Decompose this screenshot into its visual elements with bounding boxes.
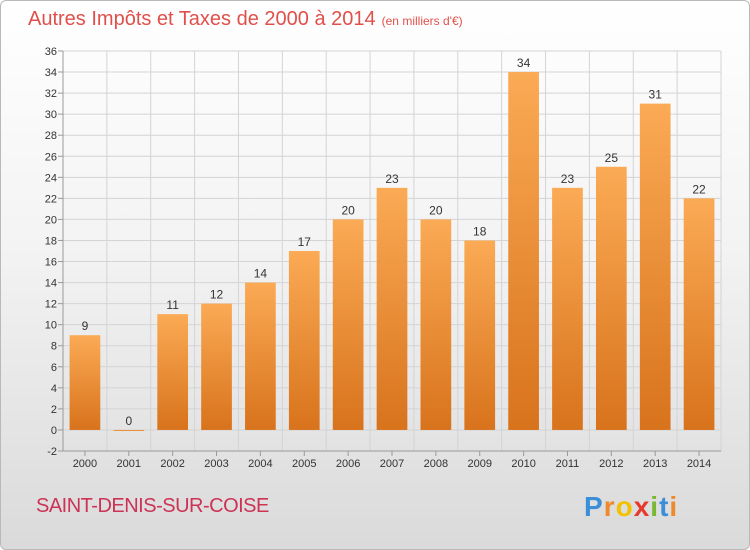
y-tick-label: 28	[45, 130, 57, 142]
bar	[157, 314, 189, 430]
title-row: Autres Impôts et Taxes de 2000 à 2014 (en…	[28, 8, 463, 31]
y-tick-label: 8	[51, 341, 57, 353]
x-tick-label: 2004	[248, 458, 272, 470]
data-label: 14	[254, 267, 268, 281]
y-tick-label: 12	[45, 299, 57, 311]
commune-name: SAINT-DENIS-SUR-COISE	[36, 495, 269, 517]
y-tick-label: 26	[45, 151, 57, 163]
data-label: 9	[82, 319, 89, 333]
x-tick-label: 2011	[556, 458, 580, 470]
y-tick-label: 0	[51, 425, 57, 437]
y-tick-label: 2	[51, 404, 57, 416]
logo-letter: r	[603, 491, 616, 522]
bar	[288, 251, 320, 430]
data-label: 20	[429, 203, 443, 217]
y-tick-label: 6	[51, 362, 57, 374]
data-label: 23	[561, 172, 575, 186]
data-label: 17	[298, 235, 312, 249]
logo-letter: i	[650, 491, 660, 522]
bar	[113, 429, 145, 431]
y-tick-label: 4	[51, 383, 57, 395]
bar	[69, 335, 101, 430]
x-tick-label: 2012	[599, 458, 623, 470]
data-label: 12	[210, 288, 224, 302]
x-tick-label: 2008	[424, 458, 448, 470]
data-label: 34	[517, 56, 531, 70]
data-label: 11	[166, 298, 179, 312]
bar	[595, 166, 627, 430]
bar	[508, 72, 539, 430]
y-tick-label: 34	[45, 67, 57, 79]
data-label: 0	[125, 414, 132, 428]
y-tick-label: 14	[45, 278, 57, 290]
bars: 9 0 11 12 14 17 20 23 20 18 34 23 25 31 22	[69, 56, 715, 431]
logo-letter: x	[633, 491, 651, 522]
proxiti-logo: Proxiti	[584, 491, 678, 523]
logo-letter: t	[659, 491, 670, 522]
bar	[552, 187, 583, 430]
y-tick-label: 18	[45, 235, 57, 247]
y-tick-label: 30	[45, 109, 57, 121]
x-tick-label: 2001	[117, 458, 141, 470]
y-tick-label: 10	[45, 320, 57, 332]
x-tick-label: 2013	[643, 458, 667, 470]
x-tick-label: 2010	[511, 458, 535, 470]
y-tick-label: 16	[45, 257, 57, 269]
data-label: 31	[649, 88, 663, 102]
data-label: 20	[341, 203, 355, 217]
data-label: 23	[385, 172, 399, 186]
chart-unit-note: (en milliers d'€)	[381, 14, 463, 28]
data-label: 22	[692, 182, 706, 196]
logo-letter: i	[669, 491, 679, 522]
chart-title: Autres Impôts et Taxes de 2000 à 2014	[28, 8, 376, 30]
bar	[464, 240, 496, 430]
bar	[376, 187, 408, 430]
y-tick-label: 22	[45, 193, 57, 205]
x-tick-label: 2014	[687, 458, 711, 470]
x-tick-label: 2009	[467, 458, 491, 470]
bar	[639, 103, 671, 430]
y-tick-label: 24	[45, 172, 57, 184]
y-tick-label: 36	[45, 46, 57, 58]
bar	[420, 219, 452, 430]
x-tick-label: 2007	[380, 458, 404, 470]
data-label: 18	[473, 224, 487, 238]
bar	[245, 282, 276, 430]
x-tick-label: 2003	[204, 458, 228, 470]
x-tick-label: 2002	[160, 458, 184, 470]
bar	[201, 303, 232, 430]
bar	[683, 198, 715, 430]
logo-letter: P	[584, 491, 604, 522]
x-tick-label: 2005	[292, 458, 316, 470]
y-tick-label: 32	[45, 88, 57, 100]
x-tick-label: 2006	[336, 458, 360, 470]
bar	[332, 219, 364, 430]
y-tick-label: -2	[47, 446, 57, 458]
y-tick-label: 20	[45, 214, 57, 226]
data-label: 25	[605, 151, 619, 165]
logo-letter: o	[615, 491, 634, 522]
x-tick-label: 2000	[73, 458, 97, 470]
